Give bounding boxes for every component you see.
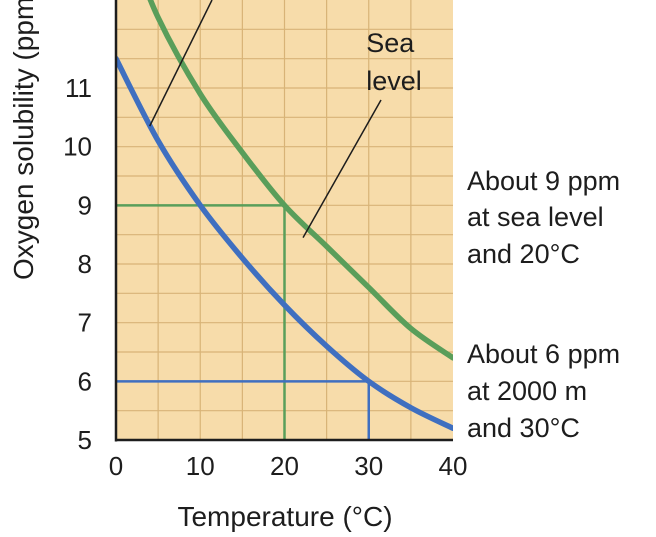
- y-tick-label: 11: [65, 73, 92, 103]
- series-lines: [116, 0, 453, 432]
- y-tick-label: 8: [78, 249, 92, 279]
- series-line-altitude-2000m: [116, 55, 453, 432]
- y-axis-label: Oxygen solubility (ppm): [8, 0, 39, 280]
- x-tick-label: 10: [186, 451, 215, 481]
- annotation-leaders: [149, 0, 382, 238]
- series-line-sea-level: [147, 0, 453, 361]
- note-2000m: About 6 ppm at 2000 m and 30°C: [467, 339, 628, 443]
- sea-level-label: Sea level: [366, 28, 422, 96]
- note-sea-level-line-1: About 9 ppm: [467, 166, 620, 196]
- note-2000m-line-1: About 6 ppm: [467, 339, 620, 369]
- note-sea-level-line-2: at sea level: [467, 202, 604, 232]
- x-axis-label: Temperature (°C): [177, 501, 392, 532]
- sea-level-label-line-2: level: [366, 66, 422, 96]
- x-tick-label: 20: [270, 451, 299, 481]
- axes: [114, 0, 453, 442]
- note-sea-level-line-3: and 20°C: [467, 239, 580, 269]
- y-tick-label: 9: [78, 190, 92, 220]
- note-2000m-line-3: and 30°C: [467, 413, 580, 443]
- altitude-leader: [149, 0, 213, 127]
- y-tick-label: 5: [78, 425, 92, 455]
- note-2000m-line-2: at 2000 m: [467, 376, 587, 406]
- sea-level-leader: [302, 99, 382, 238]
- tick-labels: 0 10 20 30 40 5 6 7 8 9 10 11: [63, 73, 467, 481]
- x-tick-label: 40: [439, 451, 468, 481]
- y-tick-label: 7: [78, 308, 92, 338]
- sea-level-label-line-1: Sea: [366, 28, 415, 58]
- note-sea-level: About 9 ppm at sea level and 20°C: [467, 166, 628, 269]
- x-tick-label: 30: [354, 451, 383, 481]
- y-tick-label: 10: [63, 132, 92, 162]
- y-tick-label: 6: [78, 366, 92, 396]
- x-tick-label: 0: [109, 451, 123, 481]
